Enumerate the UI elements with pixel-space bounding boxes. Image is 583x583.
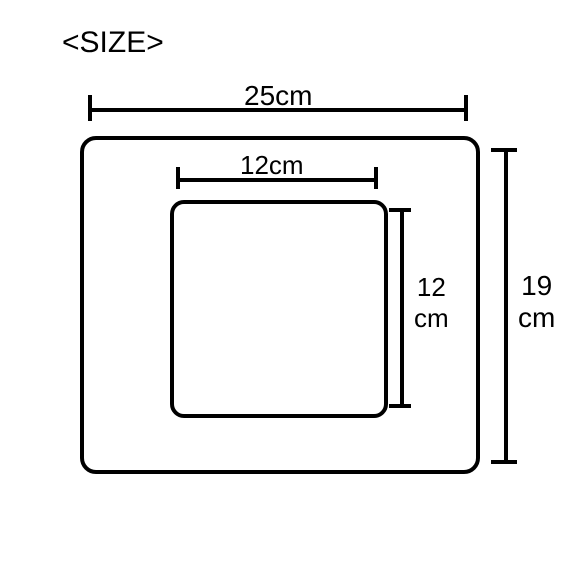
size-diagram: <SIZE> 25cm 12cm 19 cm 12 cm: [0, 0, 583, 583]
dim-tick-inner-height-b: [389, 404, 411, 408]
dim-tick-inner-width-r: [374, 167, 378, 189]
dim-tick-outer-width-r: [464, 95, 468, 121]
diagram-title: <SIZE>: [62, 26, 164, 60]
dim-bar-outer-height: [504, 148, 508, 460]
dim-tick-inner-width-l: [176, 167, 180, 189]
dim-tick-outer-height-b: [491, 460, 517, 464]
dim-tick-outer-width-l: [88, 95, 92, 121]
dim-label-outer-width: 25cm: [244, 80, 312, 112]
dim-label-outer-height: 19 cm: [518, 270, 555, 334]
dim-bar-inner-height: [400, 208, 404, 404]
dim-label-inner-height: 12 cm: [414, 272, 449, 334]
dim-tick-inner-height-t: [389, 208, 411, 212]
dim-label-inner-width: 12cm: [240, 150, 304, 181]
dim-tick-outer-height-t: [491, 148, 517, 152]
inner-rectangle: [170, 200, 388, 418]
